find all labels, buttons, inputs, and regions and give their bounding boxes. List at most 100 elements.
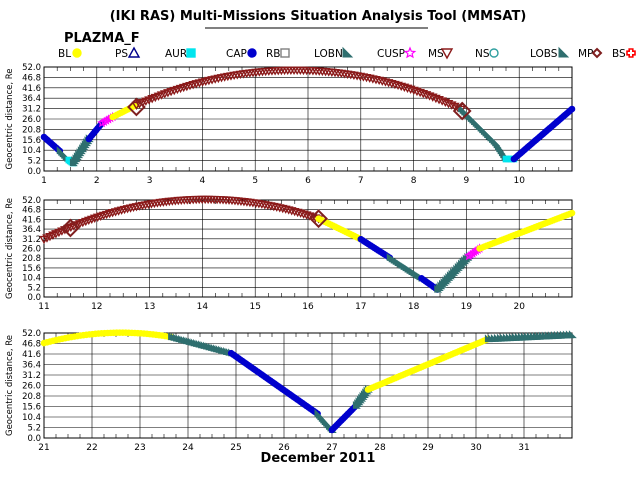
x-tick-label: 25 bbox=[230, 443, 241, 453]
data-point bbox=[304, 212, 315, 221]
data-point bbox=[568, 105, 576, 113]
satellite-name: PLAZMA_F bbox=[64, 31, 140, 46]
legend-marker-rb bbox=[280, 48, 290, 58]
y-tick-label: 36.4 bbox=[22, 94, 41, 104]
panel-2: 0.05.210.415.620.826.031.236.441.646.852… bbox=[5, 195, 576, 312]
data-point bbox=[568, 209, 576, 217]
legend-marker-bl bbox=[72, 48, 82, 58]
y-tick-label: 10.4 bbox=[22, 146, 41, 156]
data-segment-lobn bbox=[484, 330, 577, 343]
data-segment-ms bbox=[39, 195, 324, 245]
y-tick-label: 31.2 bbox=[22, 371, 41, 381]
x-tick-label: 7 bbox=[358, 176, 364, 186]
data-point bbox=[440, 98, 451, 107]
data-point bbox=[409, 86, 419, 95]
data-segment-cap bbox=[40, 133, 64, 155]
legend-marker-ns bbox=[489, 48, 499, 58]
x-tick-label: 15 bbox=[249, 302, 260, 312]
y-tick-label: 31.2 bbox=[22, 105, 41, 115]
legend-marker-ms bbox=[440, 48, 454, 60]
legend-item-lobs: LOBS bbox=[530, 46, 570, 60]
data-point bbox=[295, 209, 306, 218]
data-point bbox=[421, 91, 432, 100]
data-segment-bl bbox=[40, 329, 175, 347]
y-tick-label: 15.6 bbox=[22, 264, 41, 274]
legend-label: RB bbox=[266, 48, 281, 60]
x-tick-label: 8 bbox=[411, 176, 417, 186]
x-tick-label: 19 bbox=[461, 302, 473, 312]
data-point bbox=[368, 75, 378, 84]
y-tick-label: 52.0 bbox=[22, 329, 41, 339]
y-tick-label: 5.2 bbox=[27, 424, 41, 434]
x-tick-label: 23 bbox=[134, 443, 145, 453]
data-point bbox=[380, 78, 391, 87]
data-point bbox=[277, 204, 288, 214]
y-tick-label: 5.2 bbox=[27, 283, 41, 293]
data-segment-lobn bbox=[168, 332, 237, 357]
legend-item-bl: BL bbox=[58, 48, 82, 60]
data-point bbox=[424, 92, 435, 101]
legend-label: AUR bbox=[165, 48, 187, 60]
x-tick-label: 3 bbox=[147, 176, 153, 186]
legend-label: MS bbox=[428, 48, 444, 60]
y-tick-label: 31.2 bbox=[22, 235, 41, 245]
data-point bbox=[383, 79, 394, 88]
data-point bbox=[371, 76, 381, 85]
boundary-marker-mp bbox=[452, 101, 472, 121]
legend: BL PS AUR CAP RB LOBN CUSP MS NS LOBS MP BS bbox=[58, 46, 636, 60]
data-point bbox=[301, 211, 312, 220]
y-tick-label: 26.0 bbox=[22, 115, 41, 125]
x-tick-label: 21 bbox=[38, 443, 49, 453]
data-point bbox=[434, 96, 444, 105]
y-tick-label: 10.4 bbox=[22, 413, 41, 423]
x-tick-label: 5 bbox=[252, 176, 258, 186]
chart-title: (IKI RAS) Multi-Missions Situation Analy… bbox=[110, 9, 527, 24]
data-point bbox=[437, 97, 448, 106]
x-tick-label: 27 bbox=[326, 443, 337, 453]
data-point bbox=[427, 93, 438, 102]
x-tick-label: 30 bbox=[470, 443, 482, 453]
y-tick-label: 41.6 bbox=[22, 350, 41, 360]
x-tick-label: 14 bbox=[197, 302, 209, 312]
legend-marker-cap bbox=[247, 48, 257, 58]
legend-label: NS bbox=[475, 48, 490, 60]
legend-item-ps: PS bbox=[115, 46, 141, 60]
x-tick-label: 31 bbox=[518, 443, 529, 453]
data-point bbox=[283, 206, 294, 215]
y-tick-label: 15.6 bbox=[22, 403, 41, 413]
y-tick-label: 0.0 bbox=[27, 434, 41, 444]
x-tick-label: 13 bbox=[144, 302, 155, 312]
legend-label: CUSP bbox=[377, 48, 405, 60]
legend-item-bs: BS bbox=[612, 48, 636, 60]
legend-label: MP bbox=[578, 48, 593, 60]
x-tick-label: 16 bbox=[302, 302, 314, 312]
legend-marker-ps bbox=[127, 46, 141, 58]
panel-3: 0.05.210.415.620.826.031.236.441.646.852… bbox=[5, 329, 577, 453]
data-point bbox=[393, 81, 403, 91]
y-tick-label: 20.8 bbox=[22, 392, 41, 402]
x-tick-label: 10 bbox=[513, 176, 525, 186]
boundary-marker-mp bbox=[60, 218, 80, 238]
x-tick-label: 26 bbox=[278, 443, 290, 453]
legend-marker-lobn bbox=[342, 46, 354, 58]
x-tick-label: 18 bbox=[408, 302, 420, 312]
y-axis-label: Geocentric distance, Re bbox=[5, 68, 15, 169]
legend-marker-mp bbox=[591, 47, 603, 59]
y-tick-label: 15.6 bbox=[22, 136, 41, 146]
x-tick-label: 12 bbox=[91, 302, 102, 312]
y-tick-label: 10.4 bbox=[22, 274, 41, 284]
legend-label: BL bbox=[58, 48, 71, 60]
data-segment-cap bbox=[227, 349, 321, 418]
x-tick-label: 2 bbox=[94, 176, 100, 186]
legend-label: CAP bbox=[226, 48, 247, 60]
data-point bbox=[386, 79, 397, 89]
legend-label: LOBN bbox=[314, 48, 343, 60]
boundary-marker-mp bbox=[309, 209, 328, 229]
data-point bbox=[377, 77, 388, 86]
x-tick-label: 1 bbox=[41, 176, 47, 186]
data-point bbox=[412, 87, 422, 97]
data-point bbox=[568, 330, 577, 339]
x-tick-label: 22 bbox=[86, 443, 97, 453]
y-tick-label: 26.0 bbox=[22, 245, 41, 255]
